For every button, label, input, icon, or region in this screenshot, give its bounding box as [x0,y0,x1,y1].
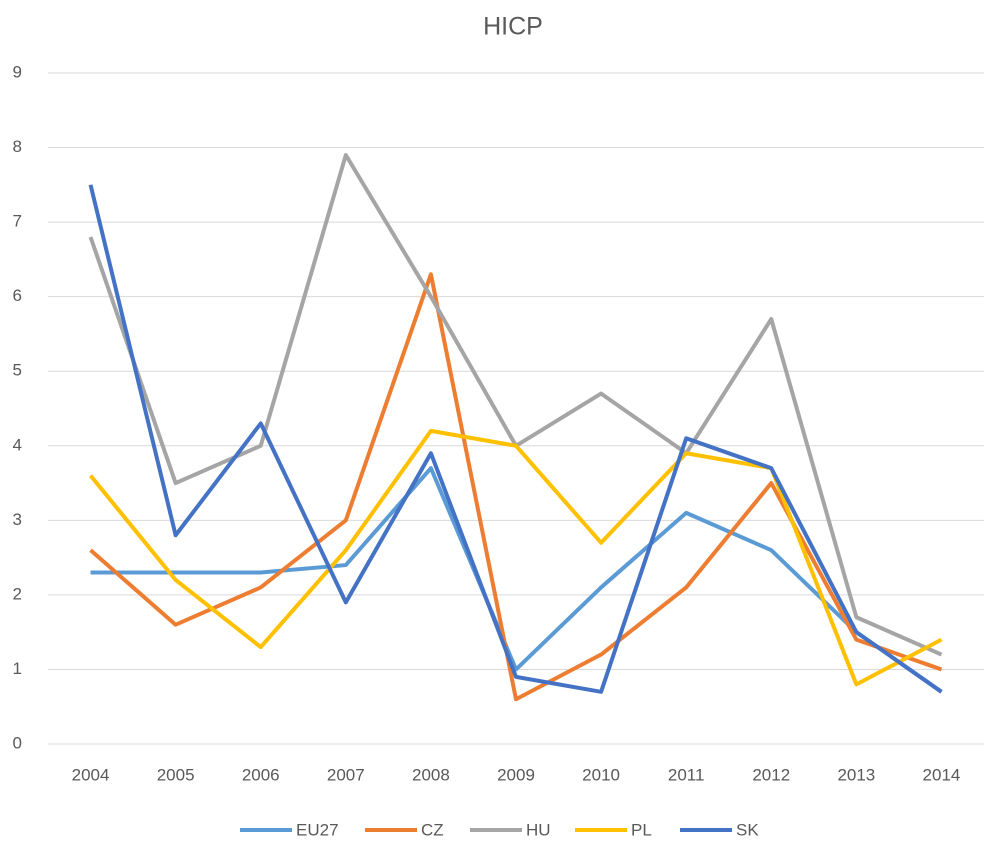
legend-label: EU27 [296,820,339,839]
x-tick-label: 2004 [72,765,110,784]
x-tick-label: 2012 [752,765,790,784]
y-tick-label: 2 [13,584,22,603]
chart-title: HICP [483,13,543,41]
series-line [88,428,943,687]
y-tick-label: 0 [13,733,22,752]
series-line [88,184,943,694]
x-tick-label: 2010 [582,765,620,784]
x-tick-label: 2009 [497,765,535,784]
x-tick-label: 2005 [157,765,195,784]
series-line [90,466,943,694]
y-tick-label: 7 [13,212,22,231]
legend-label: SK [736,820,759,839]
y-tick-label: 1 [13,659,22,678]
x-tick-label: 2007 [327,765,365,784]
y-tick-label: 8 [13,137,22,156]
y-tick-label: 3 [13,510,22,529]
legend-label: PL [631,820,652,839]
y-tick-label: 4 [13,435,22,454]
x-tick-label: 2013 [837,765,875,784]
x-tick-label: 2006 [242,765,280,784]
legend-label: HU [526,820,551,839]
x-tick-label: 2011 [668,765,705,784]
y-tick-label: 6 [13,286,22,305]
y-tick-label: 9 [13,62,22,81]
legend-label: CZ [421,820,444,839]
x-tick-label: 2008 [412,765,450,784]
x-tick-label: 2014 [923,765,961,784]
y-tick-label: 5 [13,361,22,380]
series-line [89,272,943,702]
